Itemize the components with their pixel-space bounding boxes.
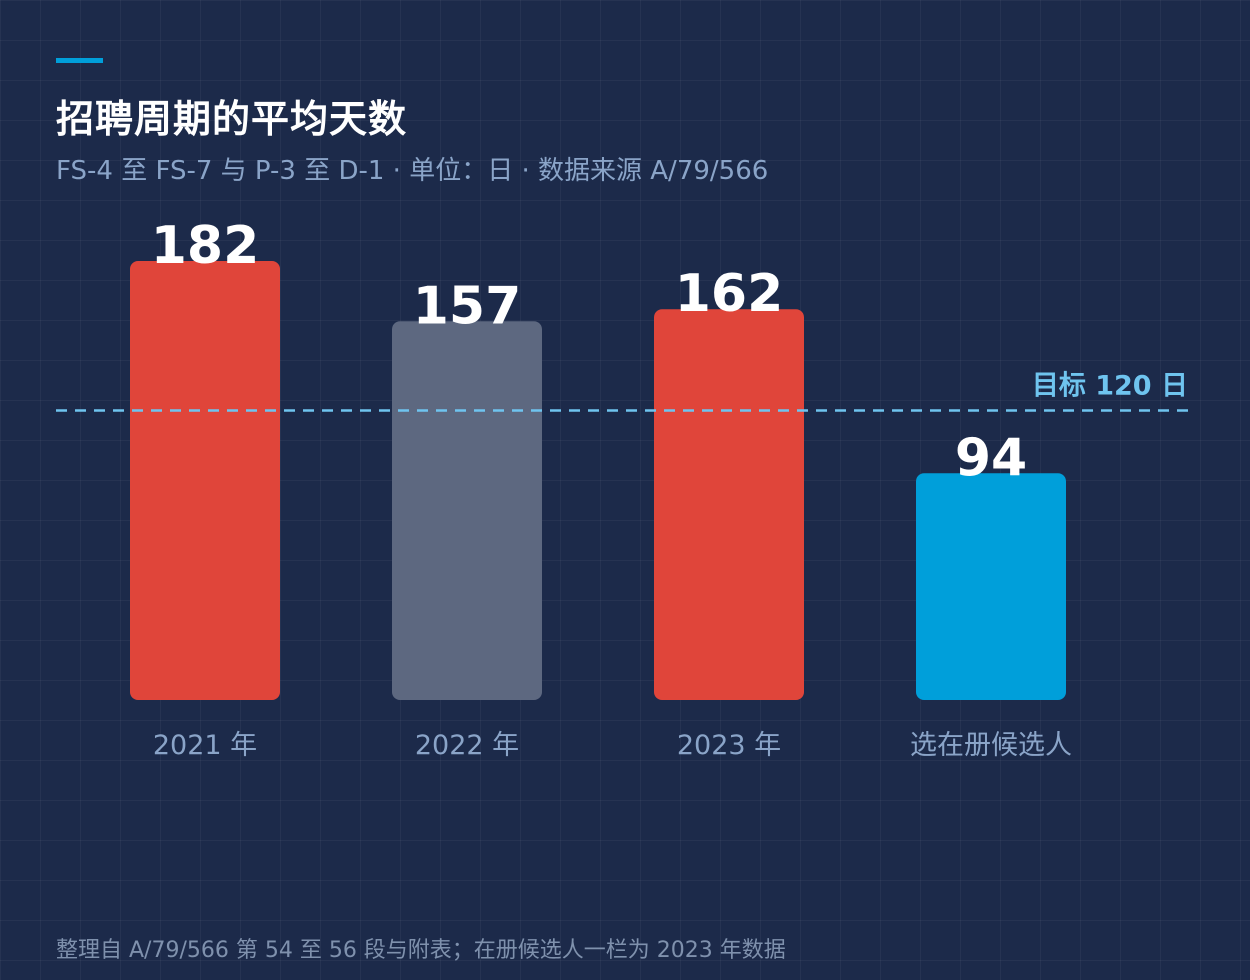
chart-title: 招聘周期的平均天数 <box>56 97 408 141</box>
bar-value-label: 157 <box>413 276 522 336</box>
accent-bar <box>56 58 103 63</box>
target-line-label: 目标 120 日 <box>1032 371 1188 402</box>
bar <box>916 473 1066 700</box>
bar-value-label: 162 <box>675 264 784 324</box>
chart-subtitle: FS-4 至 FS-7 与 P-3 至 D-1 · 单位：日 · 数据来源 A/… <box>56 156 769 186</box>
bar-value-label: 94 <box>955 428 1027 488</box>
bar <box>654 309 804 700</box>
source-note: 整理自 A/79/566 第 54 至 56 段与附表；在册候选人一栏为 202… <box>56 938 786 963</box>
category-label: 2021 年 <box>153 730 257 761</box>
bar <box>130 261 280 700</box>
category-label: 2022 年 <box>415 730 519 761</box>
category-label: 2023 年 <box>677 730 781 761</box>
bar <box>392 321 542 700</box>
category-label: 选在册候选人 <box>910 730 1072 761</box>
bar-value-label: 182 <box>151 216 260 276</box>
